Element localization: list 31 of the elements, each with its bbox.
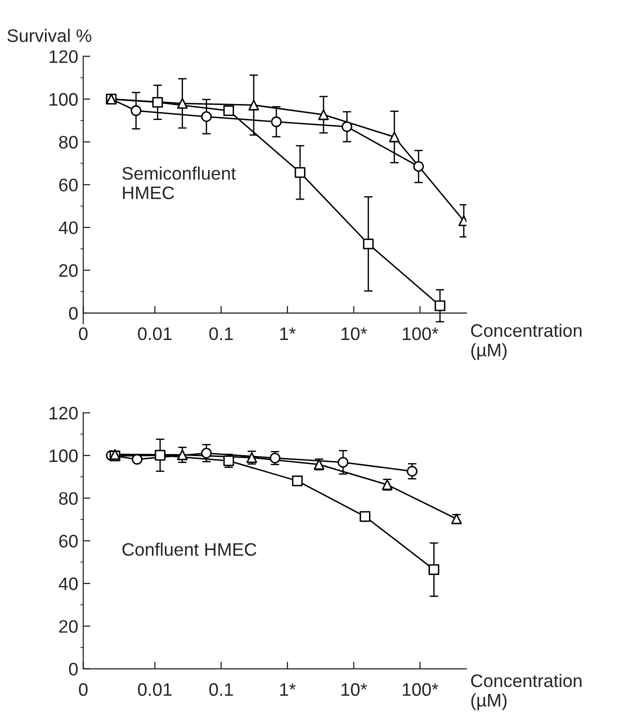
y-tick-label: 100 xyxy=(50,93,78,106)
y-tick-label: 60 xyxy=(59,534,78,548)
x-tick-label: 10* xyxy=(342,327,368,340)
x-tick-label: 100* xyxy=(402,683,438,696)
y-tick-label: 80 xyxy=(59,136,78,149)
x-tick-label: 0.1 xyxy=(209,683,233,696)
x-tick-label: 1* xyxy=(280,683,296,696)
y-tick-label: 80 xyxy=(59,492,78,505)
x-tick-label: 0.1 xyxy=(209,327,233,340)
y-tick-label: 20 xyxy=(59,620,78,633)
x-axis-title: Concentration (µM) xyxy=(471,674,582,710)
annotation: Confluent HMEC xyxy=(122,542,256,556)
y-tick-label: 100 xyxy=(50,449,78,462)
y-tick-label: 60 xyxy=(59,178,78,192)
x-tick-label: 0.01 xyxy=(138,327,172,340)
x-tick-label: 100* xyxy=(402,327,438,340)
x-tick-label: 1* xyxy=(280,328,296,340)
y-tick-label: 40 xyxy=(58,577,78,590)
x-tick-label: 10* xyxy=(342,683,368,696)
x-tick-label: 0.01 xyxy=(138,683,172,696)
y-axis-title: Survival % xyxy=(7,28,92,42)
x-tick-label: 0 xyxy=(78,327,88,340)
y-tick-label: 0 xyxy=(69,306,78,320)
y-tick-label: 20 xyxy=(59,264,78,277)
x-axis-title: Concentration (µM) xyxy=(471,324,582,360)
x-tick-label: 0 xyxy=(78,683,88,696)
y-tick-label: 120 xyxy=(50,50,78,64)
y-tick-label: 40 xyxy=(58,221,78,234)
y-tick-label: 0 xyxy=(69,662,78,676)
y-tick-label: 120 xyxy=(50,406,78,420)
annotation: Semiconfluent HMEC xyxy=(122,166,236,200)
